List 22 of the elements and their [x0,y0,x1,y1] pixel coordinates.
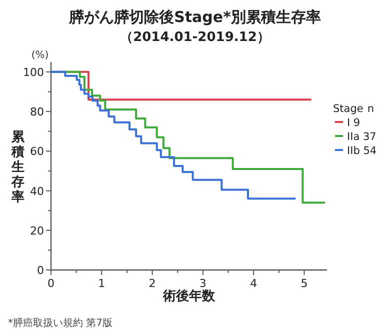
y-tick-label: 20 [30,224,44,238]
legend-label: IIa 37 [347,131,376,143]
text: *膵癌取扱い規約 第7版 [8,317,113,329]
text: (%) [31,50,49,61]
y-tick-label: 40 [30,184,44,198]
x-tick-label: 3 [199,277,206,290]
chart-title: 膵がん膵切除後Stage*別累積生存率 [68,8,321,26]
legend-label: I 9 [347,117,360,129]
y-tick-label: 100 [23,66,44,79]
legend-title: Stage n [333,103,374,115]
y-tick-label: 60 [30,145,44,158]
chart-subtitle: （2014.01-2019.12） [120,30,270,45]
x-tick-label: 0 [48,277,54,290]
legend-label: IIb 54 [347,145,377,157]
y-tick-label: 0 [37,264,44,277]
x-axis-title: 術後年数 [162,288,216,304]
x-tick-label: 2 [148,277,156,290]
x-tick-label: 4 [250,277,258,290]
y-axis-title: 累積生存率 [10,130,26,205]
y-tick-label: 80 [30,106,44,119]
x-tick-label: 1 [98,277,106,290]
x-tick-label: 5 [300,277,308,290]
